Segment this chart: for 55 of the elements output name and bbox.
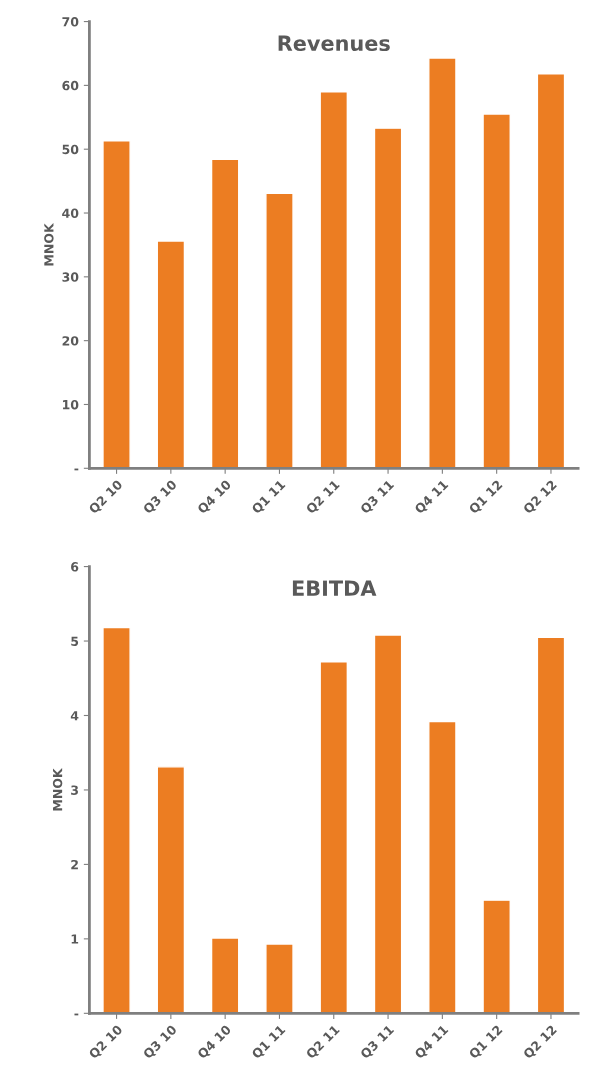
y-tick-label: 5: [71, 636, 79, 646]
x-tick-label: Q2 12: [522, 479, 559, 516]
x-tick-label: Q4 11: [413, 479, 450, 516]
text: Revenues: [278, 35, 390, 52]
y-tick-label: 20: [62, 336, 79, 346]
bar: [482, 899, 511, 1014]
x-tick-label: Q1 11: [251, 1024, 287, 1061]
x-tick-label: Q1 12: [468, 1024, 504, 1061]
bar: [428, 720, 457, 1014]
bar: [156, 766, 186, 1014]
x-tick-label: Q3 11: [359, 479, 396, 516]
y-tick-label: 3: [71, 785, 78, 795]
x-tick-label: Q4 10: [196, 1024, 233, 1061]
bar: [265, 943, 294, 1014]
y-axis-title: MNOK: [52, 767, 63, 811]
y-tick-label: 4: [70, 711, 79, 721]
x-tick-label: Q4 11: [413, 1024, 450, 1061]
bar: [319, 91, 349, 469]
x-tick-label: Q2 11: [305, 1024, 342, 1061]
x-tick-label: Q4 10: [196, 479, 233, 516]
bar: [536, 636, 566, 1014]
bar: [265, 192, 294, 469]
text: EBITDA: [292, 580, 377, 596]
bar: [156, 240, 186, 469]
bar: [210, 937, 240, 1014]
bar: [210, 158, 240, 469]
x-tick-label: Q3 10: [142, 1024, 179, 1061]
x-tick-label: Q2 12: [522, 1024, 559, 1061]
bar: [482, 113, 511, 469]
bar: [373, 127, 403, 469]
y-tick-label: 30: [62, 272, 79, 282]
x-tick-label: Q3 11: [359, 1024, 396, 1061]
bar: [536, 73, 566, 469]
x-tick-label: Q1 12: [468, 479, 504, 516]
bar: [428, 57, 457, 469]
y-tick-label: 40: [62, 208, 79, 218]
bar: [373, 634, 403, 1014]
y-tick-label: 50: [62, 144, 79, 155]
y-tick-label: 6: [71, 562, 79, 572]
x-tick-label: Q3 10: [142, 479, 179, 516]
y-tick-label: -: [74, 468, 79, 471]
y-tick-label: -: [74, 1013, 79, 1016]
x-tick-label: Q2 11: [305, 479, 342, 516]
y-tick-label: 2: [71, 859, 78, 870]
x-tick-label: Q2 10: [88, 479, 125, 516]
y-tick-label: 1: [71, 934, 79, 944]
bar: [319, 661, 349, 1014]
bar: [102, 140, 131, 469]
y-tick-label: 10: [63, 399, 79, 410]
y-axis-title: MNOK: [44, 222, 54, 266]
y-tick-label: 60: [62, 80, 79, 91]
x-tick-label: Q2 10: [88, 1024, 125, 1061]
x-tick-label: Q1 11: [251, 479, 287, 516]
bar: [102, 626, 131, 1014]
y-tick-label: 70: [62, 17, 79, 27]
